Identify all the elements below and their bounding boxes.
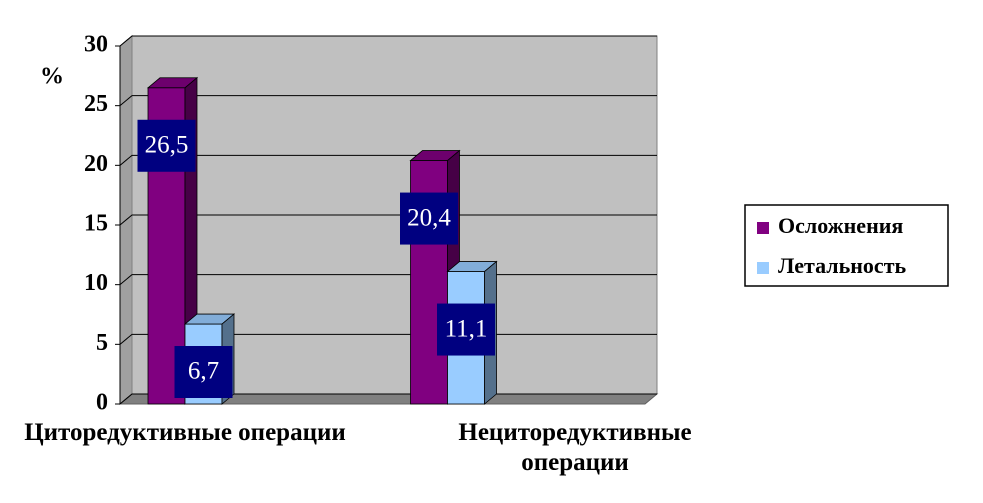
y-tick-label: 30 — [84, 32, 108, 58]
grid-line — [119, 154, 657, 166]
value-label-box — [400, 192, 458, 245]
legend-label: Осложнения — [778, 213, 903, 238]
x-tick-label: Циторедуктивные операции — [24, 419, 346, 446]
grid-line — [119, 214, 657, 226]
y-tick-label: 20 — [84, 151, 108, 177]
y-axis-label: % — [40, 64, 64, 90]
legend-box — [744, 204, 949, 287]
legend-swatch — [757, 222, 769, 234]
y-tick-label: 5 — [96, 330, 108, 356]
y-tick-label: 15 — [84, 211, 108, 237]
value-label: 6,7 — [188, 358, 219, 385]
value-label: 26,5 — [145, 132, 189, 159]
y-tick-label: 0 — [96, 390, 108, 416]
legend-swatch — [757, 262, 769, 274]
value-label-box — [137, 119, 196, 172]
grid-line — [119, 95, 657, 107]
grid-line — [119, 35, 657, 47]
y-tick-label: 10 — [84, 270, 108, 296]
y-tick-label: 25 — [84, 91, 108, 117]
value-label-box — [174, 346, 233, 398]
x-tick-label: Нециторедуктивные операции — [458, 419, 692, 476]
value-label-box — [437, 303, 495, 356]
value-label: 11,1 — [445, 315, 488, 342]
legend-label: Летальность — [778, 253, 906, 278]
value-label: 20,4 — [407, 204, 451, 231]
